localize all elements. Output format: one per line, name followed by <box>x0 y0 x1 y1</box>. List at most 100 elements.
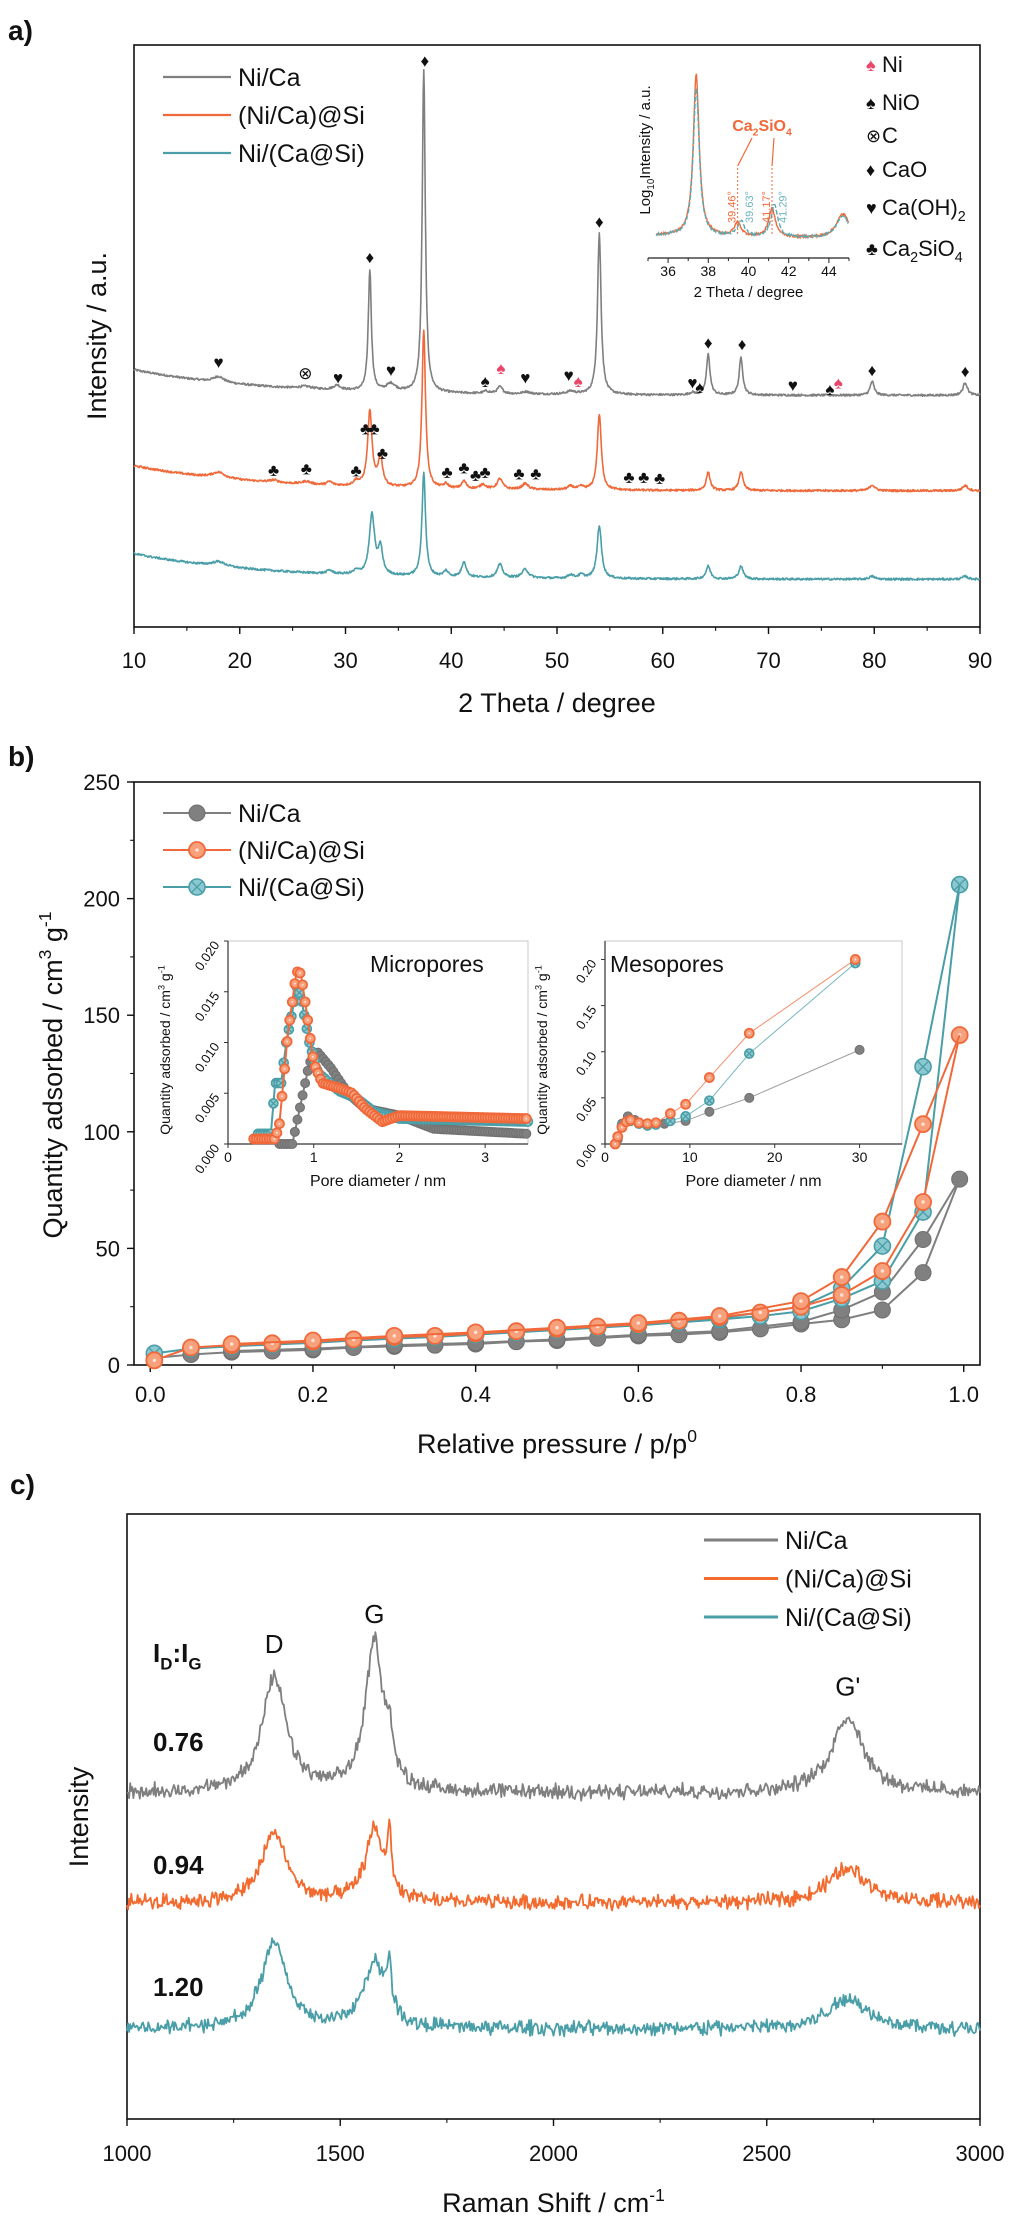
phase-marker-4: ♥ <box>687 374 697 393</box>
inset-y-tick-label: 0.005 <box>192 1090 223 1125</box>
phase-marker-0: ♠ <box>834 374 843 393</box>
marker-center-dot <box>229 1342 234 1346</box>
x-tick-label: 2000 <box>529 2141 578 2166</box>
phase-legend-label-part: 4 <box>955 250 963 266</box>
phase-legend-label: Ca(OH)2 <box>882 195 966 225</box>
x-axis-title: 2 Theta / degree <box>458 688 656 718</box>
phase-marker-3: ♦ <box>704 333 713 352</box>
phase-marker-5: ♣ <box>638 468 649 487</box>
marker-filled-circle <box>521 1128 532 1139</box>
phase-marker-1: ♠ <box>825 380 834 399</box>
x-tick-label: 90 <box>968 648 992 673</box>
xrd-series-1 <box>133 329 981 493</box>
inset-annotation-label-part: 4 <box>786 127 792 138</box>
id-ig-label-part: G <box>188 1654 201 1673</box>
x-tick-label: 3000 <box>956 2141 1005 2166</box>
phase-marker-3: ♦ <box>738 335 747 354</box>
panel-label: b) <box>8 741 34 772</box>
inset-peak-label: 39.46° <box>727 191 739 223</box>
phase-legend-label-part: CaO <box>882 157 927 182</box>
inset-x-axis-title: Pore diameter / nm <box>310 1173 446 1190</box>
phase-legend-label: Ni <box>882 52 903 77</box>
y-axis-title-part: Intensity / a.u. <box>82 252 112 420</box>
inset-y-axis-title: Log10Intensity / a.u. <box>637 85 657 214</box>
marker-center-dot <box>288 1019 291 1022</box>
phase-marker-3: ♦ <box>420 52 429 71</box>
raman-series-0 <box>126 1631 981 1802</box>
x-tick-label: 10 <box>122 648 146 673</box>
inset-title: Micropores <box>370 951 484 977</box>
marker-center-dot <box>392 1334 397 1338</box>
marker-filled-circle <box>297 1090 308 1101</box>
marker-cross <box>666 1117 674 1125</box>
marker-center-dot <box>309 1037 312 1040</box>
marker-center-dot <box>301 983 304 986</box>
phase-marker-5: ♣ <box>530 464 541 483</box>
phase-legend-label: CaO <box>882 157 927 182</box>
marker-cross <box>745 1049 753 1058</box>
y-axis-title-part: g <box>38 927 68 950</box>
y-axis-title: Quantity adsorbed / cm3 g-1 <box>35 911 68 1238</box>
x-tick-label: 60 <box>651 648 675 673</box>
legend-label: (Ni/Ca)@Si <box>785 1566 912 1594</box>
inset-y-axis-title-part: 3 <box>533 985 543 990</box>
phase-marker-5: ♣ <box>377 444 388 463</box>
phase-legend-symbol: ⊗ <box>866 126 881 146</box>
marker-center-dot <box>880 1219 885 1224</box>
phase-legend: ♠ Ni♠ NiO⊗ C♦ CaO♥ Ca(OH)2♣ Ca2SiO4 <box>866 52 966 266</box>
inset-peak-label: 41.17° <box>761 191 773 223</box>
marker-filled-circle <box>292 1114 303 1125</box>
x-tick-label: 1500 <box>316 2141 365 2166</box>
inset-x-axis-title-part: Pore diameter / nm <box>310 1173 446 1190</box>
y-axis-title: Intensity / a.u. <box>82 252 112 420</box>
band-label: D <box>265 1629 284 1659</box>
inset-annotation-label-part: Ca <box>732 118 753 135</box>
inset-y-axis-title-part: g <box>534 973 550 985</box>
marker-center-dot <box>195 848 199 852</box>
inset-micropores: 0 1 2 3 0.000 0.005 0.010 0.015 0.020 Pore diamet… <box>156 938 534 1190</box>
legend-label: Ni/Ca <box>238 800 301 828</box>
phase-legend-label-part: NiO <box>882 90 920 115</box>
marker-center-dot <box>646 1122 649 1125</box>
phase-legend-label-part: 2 <box>910 250 918 266</box>
phase-marker-5: ♣ <box>441 463 452 482</box>
marker-cross <box>705 1097 713 1105</box>
inset-annotation-label: Ca2SiO4 <box>732 118 792 138</box>
y-axis-title-part: -1 <box>35 911 55 927</box>
marker-filled-circle <box>744 1092 755 1103</box>
phase-marker-5: ♣ <box>654 469 665 488</box>
marker-filled-circle <box>289 1126 300 1137</box>
x-tick-label: 80 <box>862 648 886 673</box>
y-axis-title-part: Quantity adsorbed / cm <box>38 959 68 1238</box>
inset-y-tick-label: 0.015 <box>192 989 223 1024</box>
phase-legend-symbol: ♣ <box>866 239 878 259</box>
phase-marker-4: ♥ <box>564 366 574 385</box>
phase-marker-2: ⊗ <box>298 364 312 383</box>
marker-center-dot <box>286 1040 289 1043</box>
x-tick-label: 0.6 <box>623 1382 654 1407</box>
isotherm-1 <box>145 1026 969 1370</box>
panel-label: a) <box>8 15 33 46</box>
x-axis-title-part: 0 <box>687 1426 697 1446</box>
marker-center-dot <box>839 1293 844 1297</box>
inset-y-axis-title-part: Quantity adsorbed / cm <box>534 990 550 1135</box>
y-tick-label: 250 <box>83 770 120 795</box>
inset-y-axis-title-part: 3 <box>156 985 166 990</box>
y-tick-label: 150 <box>83 1003 120 1028</box>
inset-peak-label: 39.63° <box>744 191 756 223</box>
x-tick-label: 40 <box>439 648 463 673</box>
marker-cross <box>682 1112 690 1120</box>
x-axis-title-part: -1 <box>649 2185 665 2205</box>
marker-center-dot <box>921 1200 925 1204</box>
annotation-arrow <box>771 137 775 167</box>
inset-y-axis-title: Quantity adsorbed / cm3 g-1 <box>533 965 550 1135</box>
legend-label: Ni/Ca <box>238 64 301 92</box>
raman-series-2 <box>126 1937 981 2038</box>
inset-y-tick-label: 0.020 <box>192 938 223 973</box>
inset-series-0 <box>655 73 850 240</box>
x-tick-label: 0.8 <box>786 1382 817 1407</box>
inset-y-axis-title-part: 10 <box>646 178 657 189</box>
marker-center-dot <box>717 1314 722 1318</box>
phase-marker-3: ♦ <box>595 212 604 231</box>
